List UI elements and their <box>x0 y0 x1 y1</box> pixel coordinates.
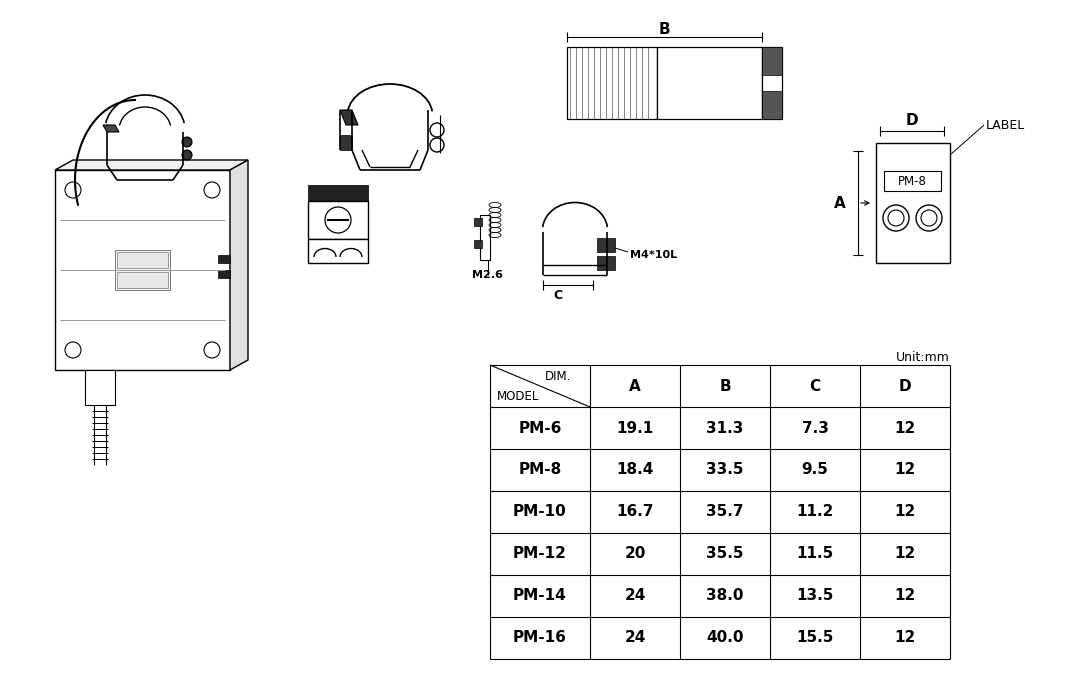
Text: C: C <box>809 379 821 393</box>
Circle shape <box>430 138 444 152</box>
Circle shape <box>915 205 942 231</box>
Text: 35.7: 35.7 <box>706 504 744 519</box>
Text: LABEL: LABEL <box>986 119 1025 132</box>
Text: PM-10: PM-10 <box>513 504 567 519</box>
Circle shape <box>325 207 351 233</box>
Text: A: A <box>629 379 641 393</box>
Text: B: B <box>719 379 731 393</box>
Bar <box>115 250 171 290</box>
Circle shape <box>182 137 192 147</box>
Bar <box>218 270 230 278</box>
Text: 35.5: 35.5 <box>706 547 744 562</box>
Text: 15.5: 15.5 <box>796 630 834 645</box>
Bar <box>597 238 615 252</box>
Bar <box>308 201 368 239</box>
Circle shape <box>921 210 937 226</box>
Bar <box>473 218 482 226</box>
Bar <box>218 255 230 263</box>
Text: 18.4: 18.4 <box>617 462 654 477</box>
Text: 40.0: 40.0 <box>706 630 744 645</box>
Text: 12: 12 <box>895 462 915 477</box>
Bar <box>762 91 782 119</box>
Text: PM-14: PM-14 <box>513 588 567 603</box>
Text: 24: 24 <box>624 630 646 645</box>
Text: M4*10L: M4*10L <box>630 250 678 260</box>
Text: C: C <box>554 288 563 301</box>
Bar <box>597 256 615 270</box>
Bar <box>308 239 368 263</box>
Text: 12: 12 <box>895 504 915 519</box>
Text: 12: 12 <box>895 547 915 562</box>
Bar <box>85 370 115 405</box>
Text: 12: 12 <box>895 421 915 436</box>
Text: 9.5: 9.5 <box>801 462 829 477</box>
Polygon shape <box>55 160 248 170</box>
Text: 11.5: 11.5 <box>796 547 834 562</box>
Text: 12: 12 <box>895 588 915 603</box>
Bar <box>657 47 762 119</box>
Text: PM-12: PM-12 <box>513 547 567 562</box>
Bar <box>762 47 782 119</box>
Text: PM-8: PM-8 <box>897 175 926 188</box>
Bar <box>308 185 368 201</box>
Text: Unit:mm: Unit:mm <box>896 351 950 364</box>
Bar <box>340 135 352 150</box>
Circle shape <box>204 182 220 198</box>
Circle shape <box>182 150 192 160</box>
Text: 33.5: 33.5 <box>706 462 744 477</box>
Text: B: B <box>658 21 670 36</box>
Text: 20: 20 <box>624 547 646 562</box>
Polygon shape <box>103 125 119 132</box>
Text: M2.6: M2.6 <box>472 270 503 280</box>
Polygon shape <box>340 110 358 125</box>
Bar <box>567 47 657 119</box>
Text: 31.3: 31.3 <box>706 421 744 436</box>
Circle shape <box>430 123 444 137</box>
Text: 19.1: 19.1 <box>617 421 654 436</box>
Circle shape <box>204 342 220 358</box>
Bar <box>762 47 782 75</box>
Text: A: A <box>834 195 846 210</box>
Polygon shape <box>230 160 248 370</box>
Text: D: D <box>906 112 919 127</box>
Text: 16.7: 16.7 <box>616 504 654 519</box>
Text: 38.0: 38.0 <box>706 588 744 603</box>
Text: 11.2: 11.2 <box>796 504 834 519</box>
Polygon shape <box>55 170 230 370</box>
Text: DIM.: DIM. <box>545 371 571 384</box>
Circle shape <box>65 342 81 358</box>
Text: 13.5: 13.5 <box>796 588 834 603</box>
Bar <box>876 143 950 263</box>
Bar <box>480 215 490 260</box>
Text: D: D <box>899 379 911 393</box>
Text: 12: 12 <box>895 630 915 645</box>
Text: PM-8: PM-8 <box>518 462 561 477</box>
Text: 7.3: 7.3 <box>801 421 829 436</box>
Bar <box>117 272 168 288</box>
Bar <box>884 171 940 191</box>
Bar <box>473 240 482 248</box>
Text: 24: 24 <box>624 588 646 603</box>
Circle shape <box>883 205 909 231</box>
Bar <box>117 252 168 268</box>
Text: MODEL: MODEL <box>496 390 539 403</box>
Text: PM-16: PM-16 <box>513 630 567 645</box>
Text: PM-6: PM-6 <box>518 421 561 436</box>
Circle shape <box>888 210 904 226</box>
Circle shape <box>65 182 81 198</box>
